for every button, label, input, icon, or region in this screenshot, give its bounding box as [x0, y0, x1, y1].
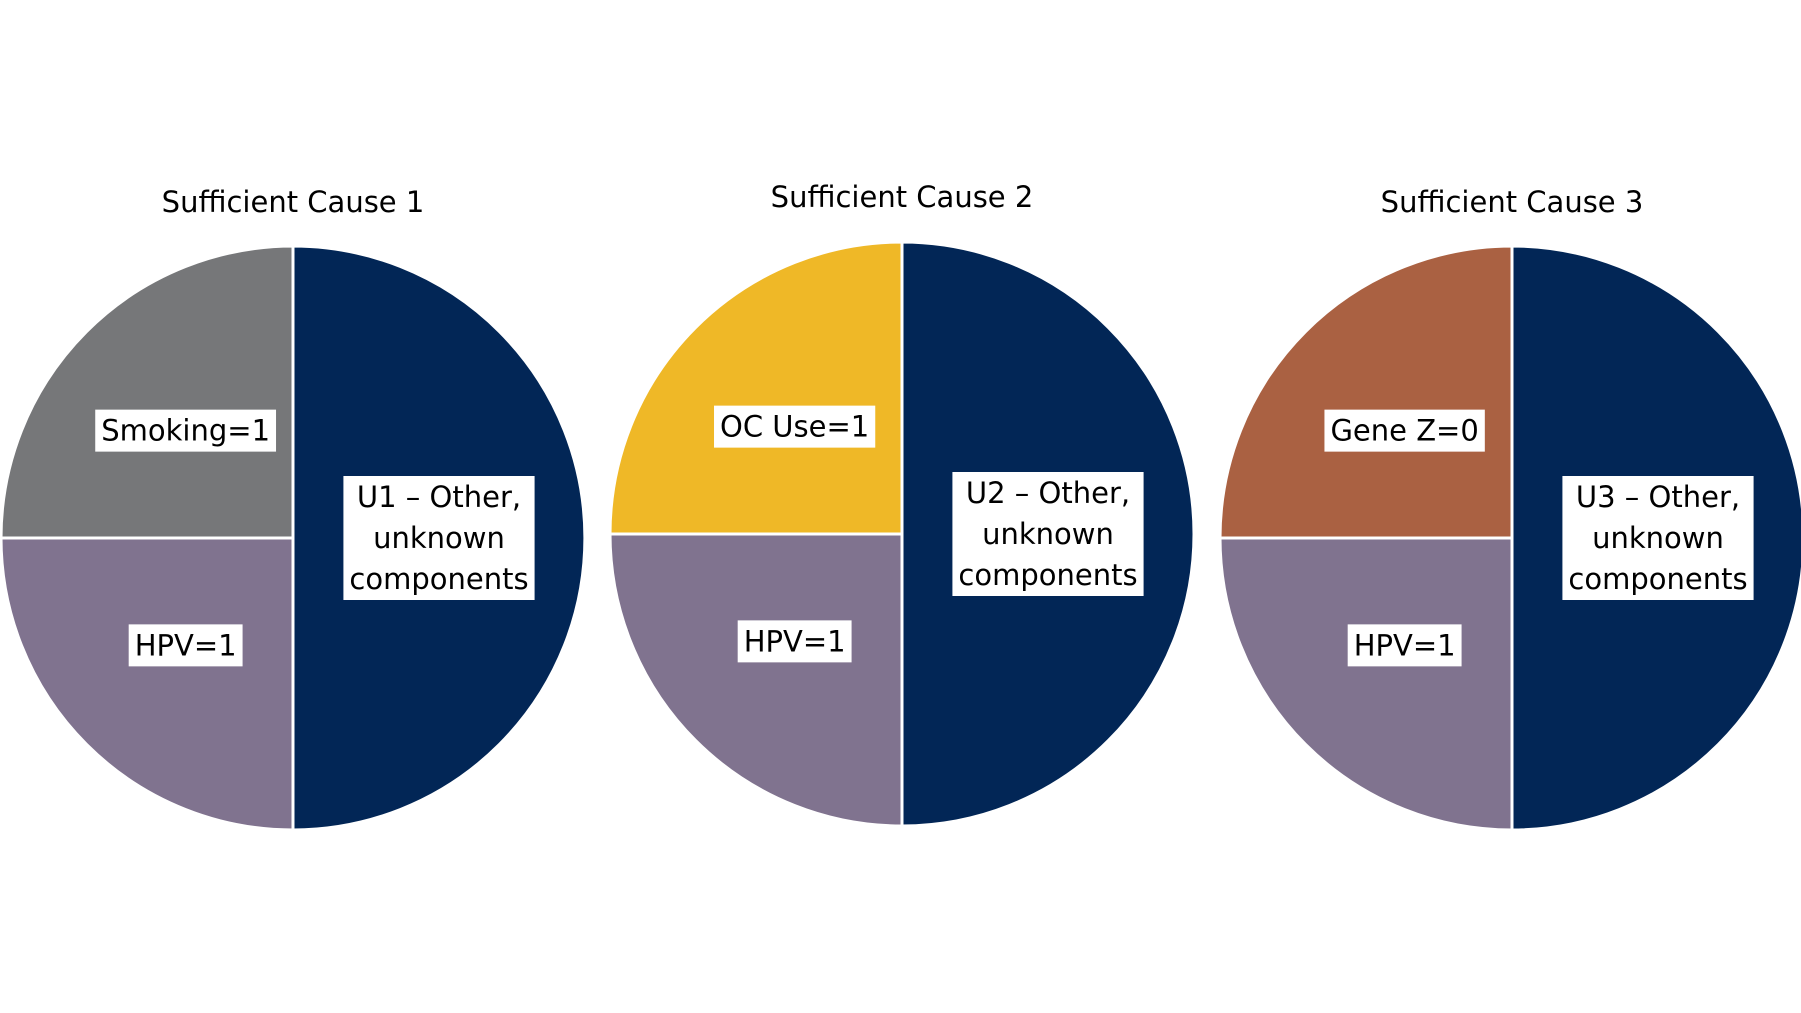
pie-slice — [1218, 536, 1514, 832]
slice-label: HPV=1 — [128, 624, 243, 667]
slice-label: U2 – Other, unknown components — [952, 472, 1144, 596]
pie-chart-1: Sufficient Cause 1 U1 – Other, unknown comp… — [0, 185, 587, 832]
slice-label-text: unknown — [982, 517, 1114, 551]
slice-label: Gene Z=0 — [1324, 409, 1485, 452]
pie-slice — [608, 240, 904, 536]
slice-label-box — [1347, 624, 1462, 667]
slice-label-text: HPV=1 — [744, 624, 846, 658]
slice-label-text: unknown — [373, 521, 505, 555]
slice-label-text: unknown — [1592, 521, 1724, 555]
slice-label-text: Smoking=1 — [101, 414, 270, 448]
pie-slice — [1218, 244, 1514, 540]
slice-label: OC Use=1 — [714, 405, 876, 448]
slice-label: U1 – Other, unknown components — [343, 476, 535, 600]
slice-label-box — [343, 476, 535, 600]
slice-label-box — [128, 624, 243, 667]
slice-label: U3 – Other, unknown components — [1562, 476, 1754, 600]
slice-label-box — [737, 620, 852, 663]
slice-label-box — [714, 405, 876, 448]
slice-label-box — [952, 472, 1144, 596]
pie-slice — [0, 536, 295, 832]
slice-label-text: Gene Z=0 — [1330, 414, 1478, 448]
slice-label-text: components — [958, 558, 1137, 592]
chart-title: Sufficient Cause 2 — [771, 180, 1034, 214]
slice-label-box — [1562, 476, 1754, 600]
slice-label-text: HPV=1 — [1354, 628, 1456, 662]
slice-label: HPV=1 — [737, 620, 852, 663]
chart-title: Sufficient Cause 3 — [1381, 185, 1644, 219]
slice-label-text: U2 – Other, — [966, 476, 1130, 510]
slice-label: HPV=1 — [1347, 624, 1462, 667]
slice-label-text: U3 – Other, — [1576, 480, 1740, 514]
slice-label-text: components — [349, 562, 528, 596]
pie-slice — [0, 244, 295, 540]
slice-label-text: components — [1568, 562, 1747, 596]
pie-slice — [608, 532, 904, 828]
slice-label-text: U1 – Other, — [357, 480, 521, 514]
slice-label-text: OC Use=1 — [720, 410, 869, 444]
chart-title: Sufficient Cause 1 — [162, 185, 425, 219]
slice-label: Smoking=1 — [95, 409, 277, 452]
pie-chart-2: Sufficient Cause 2 U2 – Other, unknown comp… — [608, 180, 1196, 828]
pie-chart-3: Sufficient Cause 3 U3 – Other, unknown comp… — [1218, 185, 1801, 832]
slice-label-box — [1324, 409, 1485, 452]
slice-label-box — [95, 409, 277, 452]
slice-label-text: HPV=1 — [135, 628, 237, 662]
